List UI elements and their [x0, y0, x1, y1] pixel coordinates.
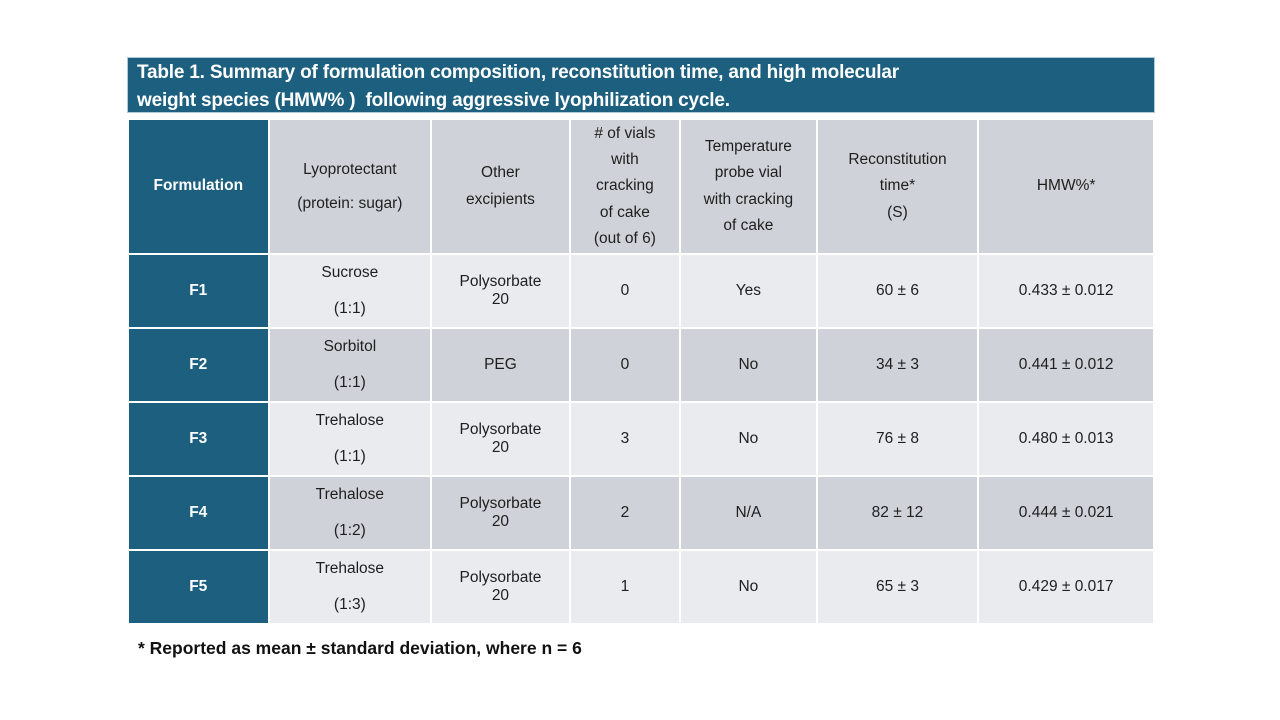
cell-f3-formulation: F3: [129, 403, 268, 475]
cell-f1-formulation: F1: [129, 255, 268, 327]
formulation-table: Formulation Lyoprotectant (protein: suga…: [127, 118, 1155, 625]
cell-f5-lyoprotectant: Trehalose (1:3): [269, 551, 431, 623]
table-row-f3: F3 Trehalose (1:1) Polysorbate 20 3 No 7…: [129, 403, 1153, 475]
cell-f3-lyoprotectant: Trehalose (1:1): [269, 403, 431, 475]
cell-f1-reconstitution-time: 60 ± 6: [817, 255, 978, 327]
col-header-hmw: HMW%*: [979, 120, 1153, 253]
col-header-formulation: Formulation: [129, 120, 268, 253]
col-header-vials-cracking: # of vials with cracking of cake (out of…: [570, 120, 680, 253]
table1-container: Table 1. Summary of formulation composit…: [127, 57, 1155, 659]
cell-f5-probe-cracking: No: [681, 551, 816, 623]
cell-f2-lyoprotectant: Sorbitol (1:1): [269, 329, 431, 401]
table-row-f1: F1 Sucrose (1:1) Polysorbate 20 0 Yes 60…: [129, 255, 1153, 327]
cell-f4-lyoprotectant: Trehalose (1:2): [269, 477, 431, 549]
cell-f3-probe-cracking: No: [681, 403, 816, 475]
cell-f3-vials-cracking: 3: [570, 403, 680, 475]
cell-f1-hmw: 0.433 ± 0.012: [979, 255, 1153, 327]
cell-f2-reconstitution-time: 34 ± 3: [817, 329, 978, 401]
cell-f2-other-excipients: PEG: [432, 329, 569, 401]
cell-f1-vials-cracking: 0: [570, 255, 680, 327]
cell-f5-formulation: F5: [129, 551, 268, 623]
cell-f5-reconstitution-time: 65 ± 3: [817, 551, 978, 623]
table-row-f5: F5 Trehalose (1:3) Polysorbate 20 1 No 6…: [129, 551, 1153, 623]
cell-f5-other-excipients: Polysorbate 20: [432, 551, 569, 623]
footnote: * Reported as mean ± standard deviation,…: [138, 638, 582, 658]
cell-f3-hmw: 0.480 ± 0.013: [979, 403, 1153, 475]
table-row-f2: F2 Sorbitol (1:1) PEG 0 No 34 ± 3 0.441 …: [129, 329, 1153, 401]
cell-f4-other-excipients: Polysorbate 20: [432, 477, 569, 549]
cell-f4-probe-cracking: N/A: [681, 477, 816, 549]
table-row-f4: F4 Trehalose (1:2) Polysorbate 20 2 N/A …: [129, 477, 1153, 549]
cell-f1-lyoprotectant: Sucrose (1:1): [269, 255, 431, 327]
col-header-other-excipients: Other excipients: [432, 120, 569, 253]
cell-f2-hmw: 0.441 ± 0.012: [979, 329, 1153, 401]
cell-f1-other-excipients: Polysorbate 20: [432, 255, 569, 327]
cell-f5-hmw: 0.429 ± 0.017: [979, 551, 1153, 623]
cell-f2-formulation: F2: [129, 329, 268, 401]
cell-f3-other-excipients: Polysorbate 20: [432, 403, 569, 475]
cell-f4-hmw: 0.444 ± 0.021: [979, 477, 1153, 549]
col-header-probe-cracking: Temperature probe vial with cracking of …: [681, 120, 816, 253]
cell-f4-vials-cracking: 2: [570, 477, 680, 549]
cell-f2-vials-cracking: 0: [570, 329, 680, 401]
cell-f4-formulation: F4: [129, 477, 268, 549]
col-header-lyoprotectant: Lyoprotectant (protein: sugar): [269, 120, 431, 253]
header-row: Formulation Lyoprotectant (protein: suga…: [129, 120, 1153, 253]
col-header-reconstitution-time: Reconstitution time* (S): [817, 120, 978, 253]
cell-f3-reconstitution-time: 76 ± 8: [817, 403, 978, 475]
cell-f2-probe-cracking: No: [681, 329, 816, 401]
cell-f5-vials-cracking: 1: [570, 551, 680, 623]
table-caption: Table 1. Summary of formulation composit…: [127, 57, 1155, 113]
cell-f1-probe-cracking: Yes: [681, 255, 816, 327]
cell-f4-reconstitution-time: 82 ± 12: [817, 477, 978, 549]
